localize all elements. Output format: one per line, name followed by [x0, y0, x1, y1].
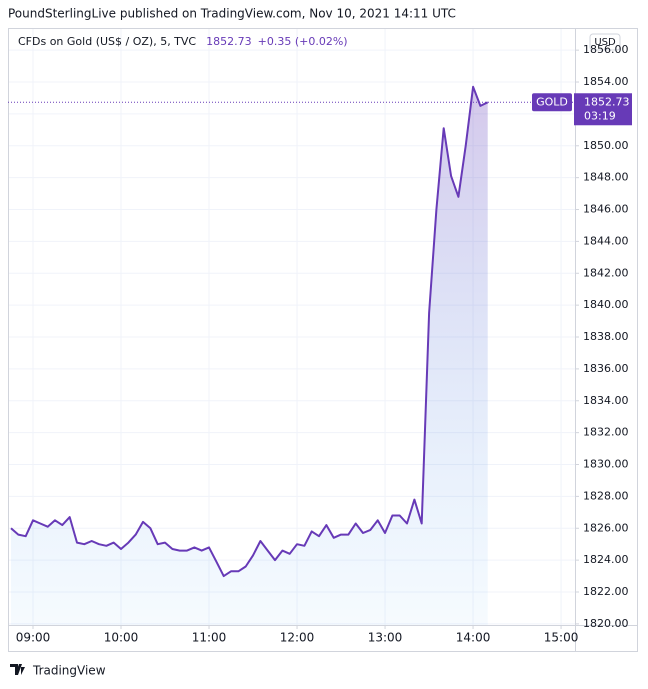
x-tick-label: 13:00 — [368, 631, 403, 645]
x-tick-label: 15:00 — [544, 631, 579, 645]
y-tick-label: 1840.00 — [583, 298, 629, 311]
x-tick-label: 10:00 — [104, 631, 139, 645]
area — [11, 86, 488, 625]
y-tick-label: 1830.00 — [583, 458, 629, 471]
y-tick-label: 1838.00 — [583, 330, 629, 343]
y-tick-label: 1822.00 — [583, 585, 629, 598]
legend-title: CFDs on Gold (US$ / OZ), 5, TVC — [18, 35, 196, 48]
y-tick-label: 1856.00 — [583, 43, 629, 56]
y-tick-label: 1842.00 — [583, 266, 629, 279]
x-tick-label: 11:00 — [192, 631, 227, 645]
currency-badge — [589, 33, 621, 51]
x-tick-label: 09:00 — [16, 631, 51, 645]
price-badge — [574, 93, 632, 126]
y-tick-label: 1846.00 — [583, 203, 629, 216]
symbol-label: GOLD — [536, 95, 568, 108]
y-tick-label: 1854.00 — [583, 75, 629, 88]
y-tick-label: 1834.00 — [583, 394, 629, 407]
header: PoundSterlingLive published on TradingVi… — [8, 7, 456, 21]
footer: TradingView — [32, 664, 106, 678]
y-tick-label: 1828.00 — [583, 489, 629, 502]
frame — [8, 28, 638, 652]
symbol-badge — [532, 93, 572, 112]
y-tick-label: 1836.00 — [583, 362, 629, 375]
legend-change: +0.35 (+0.02%) — [258, 35, 348, 48]
legend-price: 1852.73 — [206, 35, 252, 48]
y-tick-label: 1832.00 — [583, 426, 629, 439]
y-tick-label: 1820.00 — [583, 617, 629, 630]
countdown: 03:19 — [584, 109, 616, 122]
line — [10, 85, 489, 578]
x-tick-label: 14:00 — [456, 631, 491, 645]
y-tick-label: 1850.00 — [583, 139, 629, 152]
price-label: 1852.73 — [584, 95, 630, 108]
y-tick-label: 1824.00 — [583, 553, 629, 566]
footer-logo — [10, 664, 25, 675]
y-tick-label: 1848.00 — [583, 171, 629, 184]
y-tick-label: 1844.00 — [583, 234, 629, 247]
x-tick-label: 12:00 — [280, 631, 315, 645]
y-tick-label: 1826.00 — [583, 521, 629, 534]
currency: USD — [594, 37, 616, 48]
